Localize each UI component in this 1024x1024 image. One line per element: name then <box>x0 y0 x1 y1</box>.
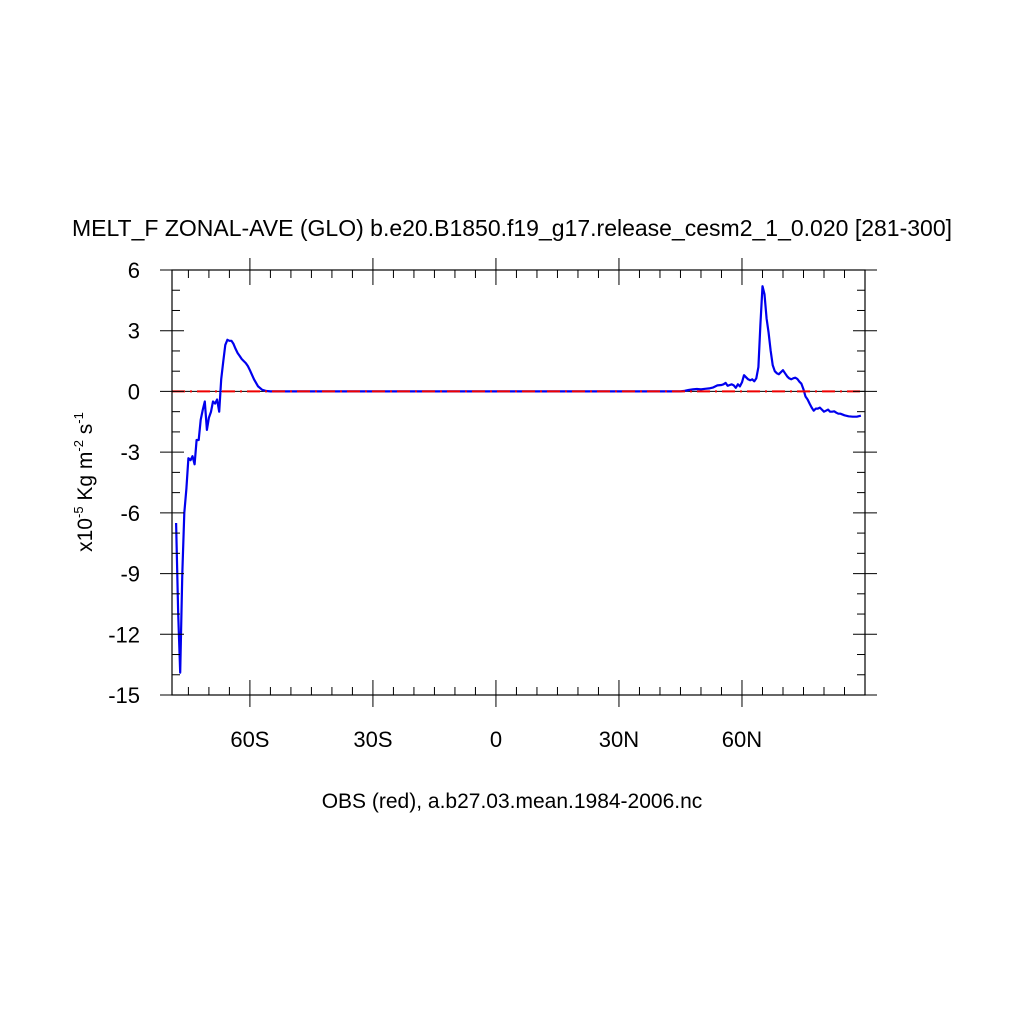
y-tick-label: 6 <box>128 258 140 283</box>
y-axis-label-units-a-exp: -2 <box>71 440 86 452</box>
plot-area <box>172 285 865 674</box>
y-tick-label: -6 <box>120 501 140 526</box>
y-tick-label: -15 <box>108 683 140 708</box>
y-tick-label: -9 <box>120 562 140 587</box>
x-axis-label: OBS (red), a.b27.03.mean.1984-2006.nc <box>322 790 703 813</box>
x-tick-label: 60N <box>722 727 762 752</box>
y-tick-label: 0 <box>128 379 140 404</box>
x-tick-label: 30N <box>599 727 639 752</box>
y-axis-label-exponent: -5 <box>71 506 86 518</box>
y-axis-label: x10-5 Kg m-2 s-1 <box>71 412 97 552</box>
chart-title: MELT_F ZONAL-AVE (GLO) b.e20.B1850.f19_g… <box>72 215 952 241</box>
y-tick-label: 3 <box>128 319 140 344</box>
x-tick-label: 30S <box>353 727 392 752</box>
plot-frame <box>171 269 866 696</box>
y-axis-label-units-a: Kg m <box>74 452 97 507</box>
y-axis-label-units-b-exp: -1 <box>71 412 86 424</box>
y-tick-label: -3 <box>120 440 140 465</box>
y-tick-label: -12 <box>108 622 140 647</box>
axis-ticks: 60S 30S 0 30N 60N 6 3 0 -3 -6 -9 -12 -15 <box>108 258 877 752</box>
x-tick-label: 60S <box>230 727 269 752</box>
series-line-0 <box>175 285 862 674</box>
y-axis-label-prefix: x10 <box>74 518 97 552</box>
x-tick-label: 0 <box>490 727 502 752</box>
y-axis-label-units-b: s <box>74 424 97 440</box>
